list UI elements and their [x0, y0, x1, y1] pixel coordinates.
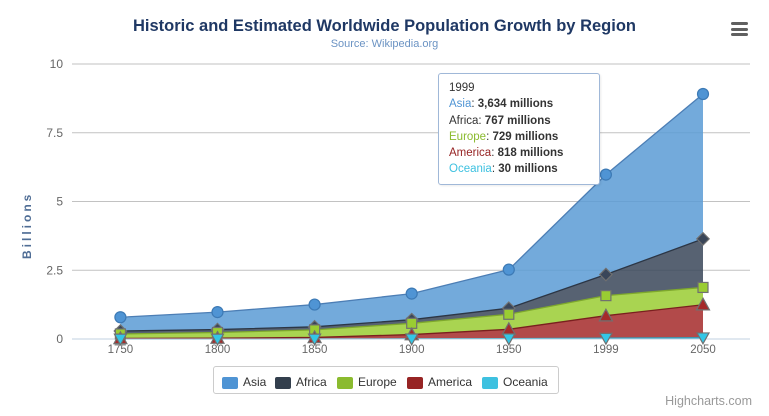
svg-text:0: 0: [56, 332, 63, 346]
svg-text:5: 5: [56, 195, 63, 209]
svg-text:7.5: 7.5: [46, 126, 63, 140]
svg-text:10: 10: [50, 57, 64, 71]
svg-text:2050: 2050: [690, 344, 716, 356]
svg-text:2.5: 2.5: [46, 263, 63, 277]
svg-text:1999: 1999: [593, 344, 619, 356]
